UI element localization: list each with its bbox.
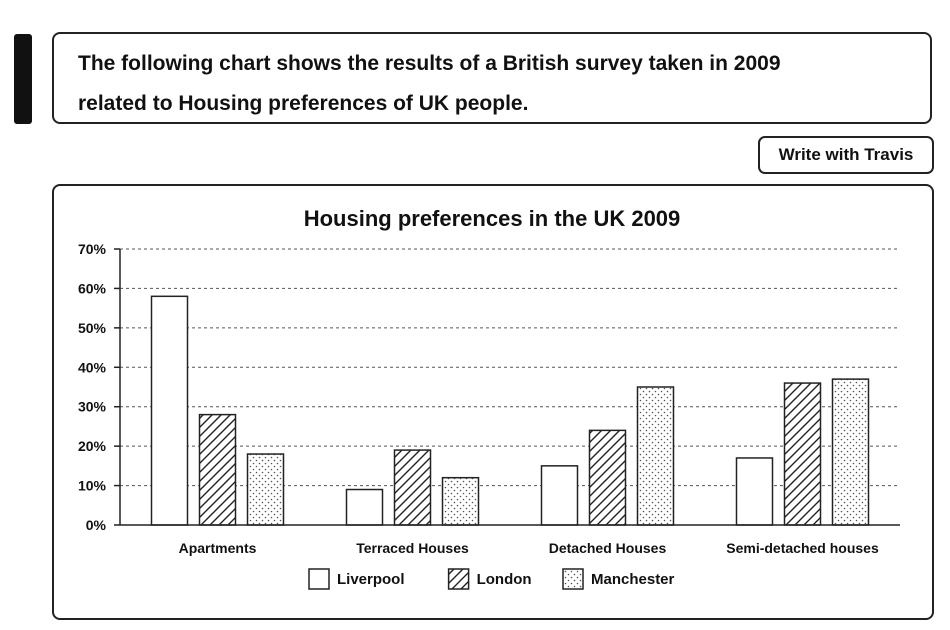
y-tick-label: 20% (78, 438, 107, 454)
bar-chart: Housing preferences in the UK 2009 0% 10%… (78, 206, 900, 590)
y-tick-label: 0% (86, 517, 107, 533)
bar-liverpool (540, 465, 579, 526)
chart-title: Housing preferences in the UK 2009 (304, 206, 681, 231)
bar-manchester (246, 453, 285, 526)
legend-label: London (477, 571, 532, 588)
bar-liverpool (735, 457, 774, 526)
y-tick-label: 30% (78, 399, 107, 415)
y-tick-label: 40% (78, 359, 107, 375)
bar-manchester (441, 476, 480, 526)
gridlines (120, 248, 900, 487)
y-tick-label: 10% (78, 478, 107, 494)
x-tick-label: Detached Houses (549, 540, 667, 556)
x-axis-labels: Apartments Terraced Houses Detached Houses… (179, 540, 879, 556)
y-tick-label: 70% (78, 241, 107, 257)
bar-manchester (831, 378, 870, 526)
write-with-travis-button[interactable]: Write with Travis (758, 136, 934, 174)
bar-manchester (636, 386, 675, 526)
x-tick-label: Semi-detached houses (726, 540, 879, 556)
legend-label: Manchester (591, 571, 675, 588)
legend: Liverpool London Manchester (308, 568, 675, 590)
legend-swatch-london (447, 568, 470, 590)
chart-frame: Housing preferences in the UK 2009 0% 10%… (52, 184, 934, 620)
bar-london (393, 449, 432, 526)
prompt-line-2: related to Housing preferences of UK peo… (78, 92, 529, 115)
bar-london (588, 429, 627, 526)
legend-swatch-manchester (562, 568, 584, 590)
legend-label: Liverpool (337, 571, 405, 588)
x-tick-label: Terraced Houses (356, 540, 469, 556)
y-axis-ticks: 0% 10% 20% 30% 40% 50% 60% 70% (78, 241, 120, 533)
bar-liverpool (150, 295, 189, 526)
bar-london (198, 413, 237, 526)
y-tick-label: 50% (78, 320, 107, 336)
y-tick-label: 60% (78, 280, 107, 296)
x-tick-label: Apartments (179, 540, 257, 556)
bars (150, 295, 870, 526)
accent-bar (14, 34, 32, 124)
prompt-line-1: The following chart shows the results of… (78, 52, 781, 75)
bar-liverpool (345, 488, 384, 526)
bar-london (783, 382, 822, 526)
legend-swatch-liverpool (308, 568, 330, 590)
prompt-box: The following chart shows the results of… (52, 32, 932, 124)
